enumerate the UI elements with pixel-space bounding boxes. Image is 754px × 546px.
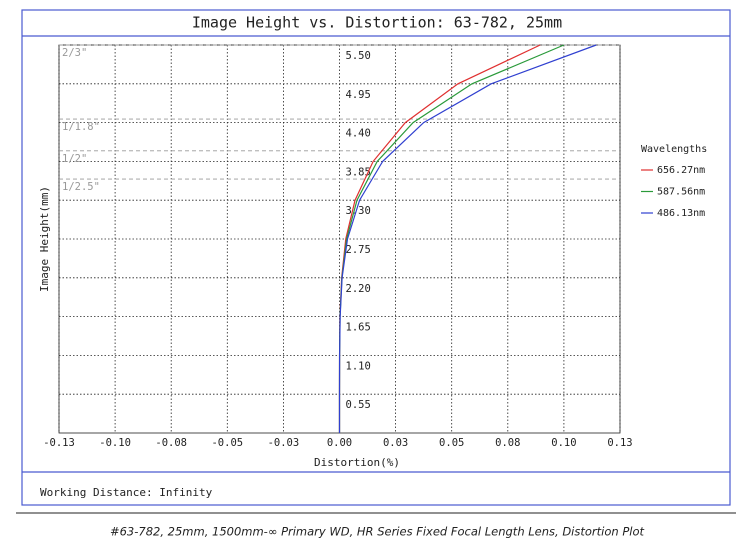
x-tick-label: -0.10 bbox=[99, 437, 131, 449]
sensor-label: 1/2.5" bbox=[62, 181, 100, 193]
caption: #63-782, 25mm, 1500mm-∞ Primary WD, HR S… bbox=[110, 525, 645, 539]
y-tick-label: 3.30 bbox=[346, 205, 371, 217]
y-tick-label: 0.55 bbox=[346, 399, 371, 411]
y-tick-label: 4.95 bbox=[346, 89, 371, 101]
y-tick-label: 2.20 bbox=[346, 283, 371, 295]
x-tick-label: 0.10 bbox=[551, 437, 576, 449]
distortion-curve bbox=[338, 44, 597, 433]
legend-label: 486.13nm bbox=[657, 208, 705, 219]
x-tick-label: -0.13 bbox=[43, 437, 75, 449]
chart-title: Image Height vs. Distortion: 63-782, 25m… bbox=[192, 14, 562, 32]
y-tick-label: 1.65 bbox=[346, 322, 371, 334]
y-tick-label: 1.10 bbox=[346, 360, 371, 372]
y-tick-label: 2.75 bbox=[346, 244, 371, 256]
x-tick-label: -0.08 bbox=[155, 437, 187, 449]
y-tick-label: 4.40 bbox=[346, 128, 371, 140]
legend-title: Wavelengths bbox=[641, 144, 707, 155]
x-tick-label: -0.03 bbox=[268, 437, 300, 449]
x-tick-label: -0.05 bbox=[211, 437, 243, 449]
sensor-label: 1/1.8" bbox=[62, 121, 100, 133]
y-tick-label: 3.85 bbox=[346, 166, 371, 178]
y-axis-label: Image Height(mm) bbox=[38, 186, 51, 292]
x-axis-label: Distortion(%) bbox=[314, 456, 400, 469]
x-tick-label: 0.13 bbox=[607, 437, 632, 449]
legend-label: 656.27nm bbox=[657, 165, 705, 176]
x-tick-label: 0.00 bbox=[327, 437, 352, 449]
frame bbox=[21, 9, 731, 506]
y-tick-label: 5.50 bbox=[346, 50, 371, 62]
distortion-curve bbox=[338, 44, 541, 433]
sensor-label: 1/2" bbox=[62, 153, 87, 165]
legend-label: 587.56nm bbox=[657, 187, 705, 198]
x-tick-label: 0.08 bbox=[495, 437, 520, 449]
working-distance: Working Distance: Infinity bbox=[40, 486, 213, 499]
x-tick-label: 0.03 bbox=[383, 437, 408, 449]
sensor-label: 2/3" bbox=[62, 47, 87, 59]
x-tick-label: 0.05 bbox=[439, 437, 464, 449]
